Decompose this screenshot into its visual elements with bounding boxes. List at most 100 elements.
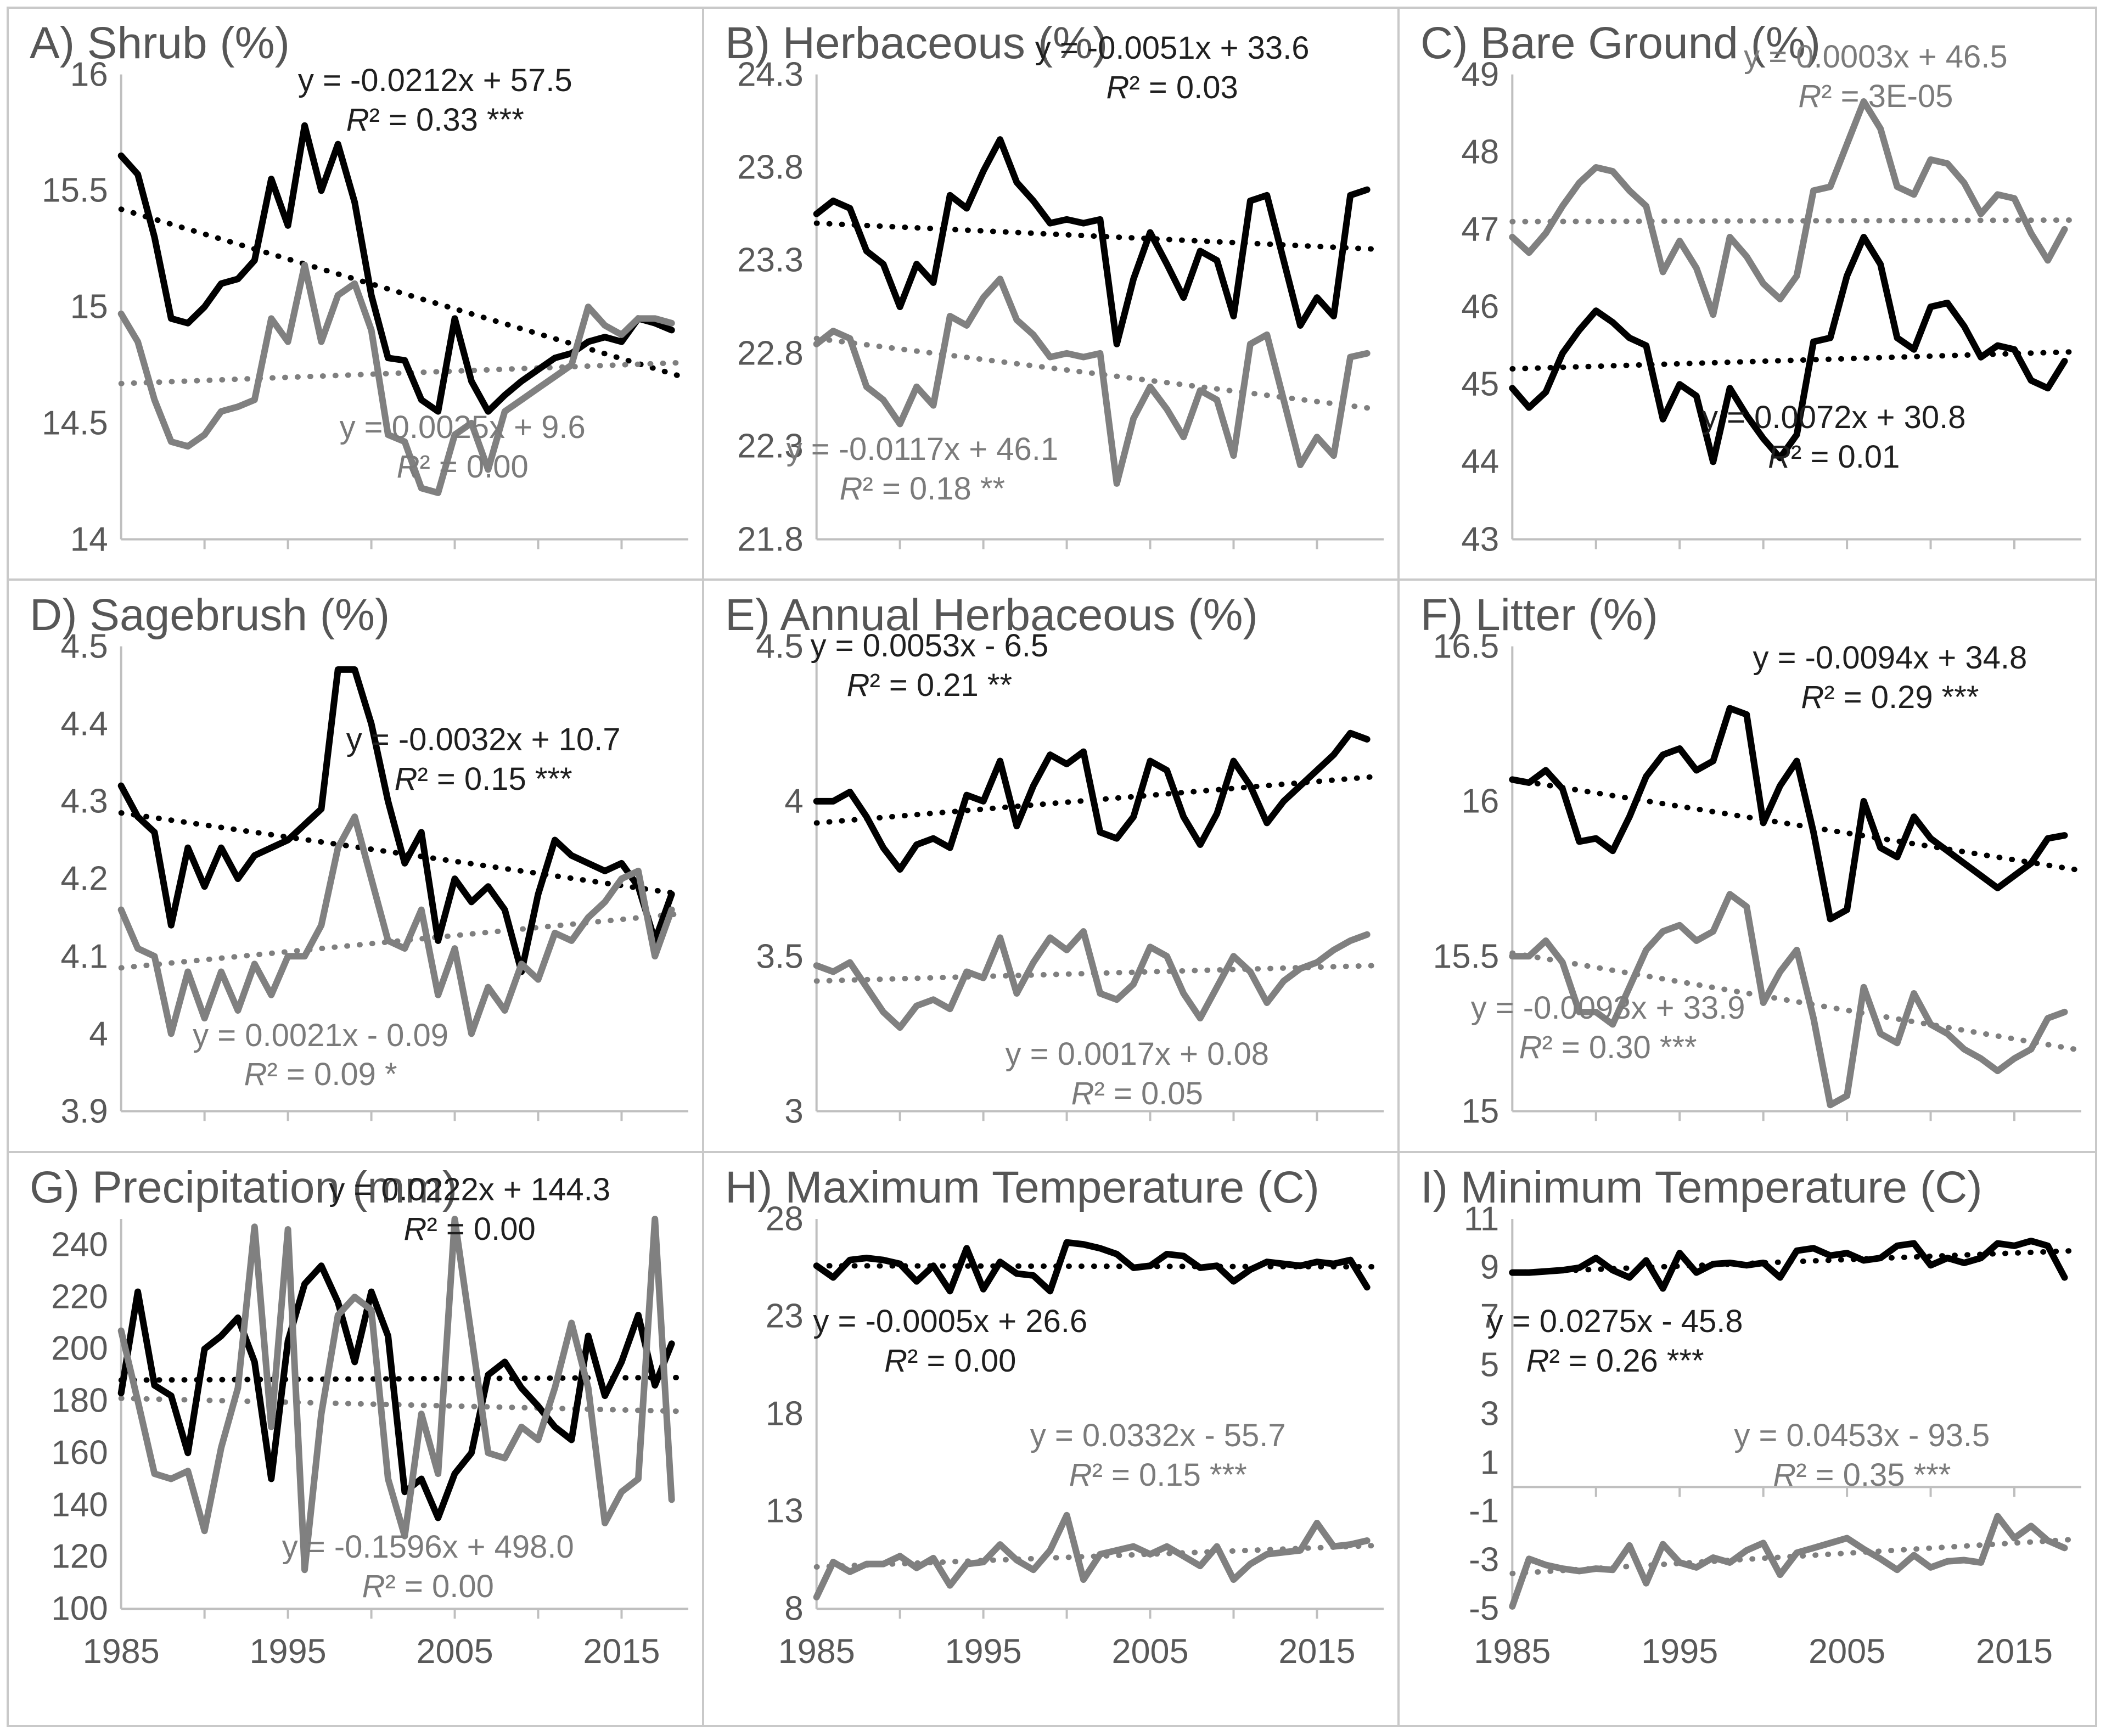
y-tick-label: 1 (1480, 1443, 1500, 1482)
gray_line-equation: y = 0.0025x + 9.6 R² = 0.00 (340, 408, 586, 487)
gray_line-series (117, 813, 675, 1037)
y-tick-label: 220 (51, 1278, 108, 1316)
y-tick-label: 5 (1480, 1346, 1500, 1384)
panel-B: B) Herbaceous (%) 24.3 23.8 23.3 22.8 22.3 21.… (704, 9, 1400, 581)
r-squared-text: R² = 3E-05 (1798, 78, 1953, 114)
black_line-trendline (813, 774, 1380, 826)
r-squared-text: R² = 0.26 *** (1526, 1342, 1704, 1379)
equation-text: y = -0.0093x + 33.9 (1470, 990, 1745, 1026)
black_line-equation: y = 0.0222x + 144.3 R² = 0.00 (329, 1170, 610, 1249)
gray_line-equation: y = 0.0017x + 0.08 R² = 0.05 (1006, 1035, 1269, 1114)
y-tick-label: 4 (89, 1015, 108, 1053)
r-squared-text: R² = 0.33 *** (346, 102, 524, 138)
black_line-equation: y = 0.0072x + 30.8 R² = 0.01 (1702, 398, 1965, 477)
equation-text: y = 0.0453x - 93.5 (1734, 1417, 1990, 1453)
gray_line-series (813, 276, 1371, 487)
gray_line-equation: y = 0.0003x + 46.5 R² = 3E-05 (1744, 37, 2007, 116)
y-tick-label: 3.9 (60, 1092, 108, 1131)
y-tick-label: 16 (70, 55, 108, 94)
panel-A: A) Shrub (%) 16 15.5 15 14.5 14 y = -0.0212x +… (9, 9, 704, 581)
y-tick-label: 23.3 (737, 241, 804, 279)
y-tick-label: 49 (1461, 55, 1500, 94)
equation-text: y = 0.0003x + 46.5 (1744, 38, 2008, 75)
panel-title-A: A) Shrub (%) (30, 18, 290, 68)
equation-text: y = 0.0332x - 55.7 (1030, 1417, 1286, 1453)
r-squared-text: R² = 0.15 *** (394, 761, 572, 797)
panel-H: H) Maximum Temperature (C) 28 23 18 13 8 1985 1… (704, 1153, 1400, 1725)
equation-text: y = 0.0072x + 30.8 (1701, 400, 1966, 436)
equation-text: y = -0.0051x + 33.6 (1035, 30, 1310, 66)
r-squared-text: R² = 0.00 (884, 1342, 1017, 1379)
panel-C: C) Bare Ground (%) 49 48 47 46 45 44 43 y = 0.00… (1400, 9, 2095, 581)
y-tick-label: -3 (1469, 1541, 1500, 1579)
r-squared-text: R² = 0.01 (1768, 439, 1900, 475)
x-tick-label: 2005 (1809, 1632, 1886, 1671)
gray_line-series (1509, 1513, 2068, 1610)
equation-text: y = -0.0212x + 57.5 (297, 62, 572, 98)
y-tick-label: -1 (1469, 1492, 1500, 1530)
y-tick-label: 14.5 (42, 404, 108, 442)
gray_line-equation: y = 0.0453x - 93.5 R² = 0.35 *** (1734, 1416, 1990, 1495)
black_line-equation: y = -0.0051x + 33.6 R² = 0.03 (1035, 29, 1310, 108)
r-squared-text: R² = 0.29 *** (1801, 679, 1979, 715)
black_line-series (1509, 705, 2068, 923)
black_line-equation: y = 0.0053x - 6.5 R² = 0.21 ** (811, 626, 1049, 705)
y-tick-label: 4.2 (60, 859, 108, 898)
x-tick-label: 2015 (583, 1632, 660, 1671)
y-tick-label: 22.8 (737, 334, 804, 373)
x-tick-label: 1995 (945, 1632, 1022, 1671)
y-tick-label: 14 (70, 520, 108, 559)
y-tick-label: 22.3 (737, 427, 804, 465)
y-tick-label: 180 (51, 1381, 108, 1420)
panel-E: E) Annual Herbaceous (%) 4.5 4 3.5 3 y = 0.00… (704, 581, 1400, 1153)
plot-area-C (1509, 74, 2081, 549)
x-tick-label: 1985 (1474, 1632, 1551, 1671)
gray_line-equation: y = -0.0093x + 33.9 R² = 0.30 *** (1471, 988, 1745, 1068)
y-tick-label: 23.8 (737, 148, 804, 187)
y-tick-label: 47 (1461, 210, 1500, 249)
equation-text: y = 0.0222x + 144.3 (329, 1171, 611, 1207)
gray_line-equation: y = 0.0332x - 55.7 R² = 0.15 *** (1030, 1416, 1286, 1495)
gray_line-series (1509, 98, 2068, 318)
y-tick-label: 4.3 (60, 782, 108, 821)
gray_line-series (117, 1215, 675, 1573)
x-tick-label: 2015 (1975, 1632, 2053, 1671)
r-squared-text: R² = 0.35 *** (1773, 1457, 1951, 1493)
gray_line-series (1509, 891, 2068, 1109)
x-tick-label: 1995 (1641, 1632, 1719, 1671)
y-tick-label: 3 (1480, 1395, 1500, 1433)
y-tick-label: 21.8 (737, 520, 804, 559)
black_line-series (813, 1239, 1371, 1295)
x-tick-label: 2005 (416, 1632, 493, 1671)
black_line-series (813, 136, 1371, 347)
y-tick-label: 160 (51, 1434, 108, 1472)
equation-text: y = -0.0032x + 10.7 (346, 722, 621, 758)
y-tick-label: 15.5 (1433, 937, 1500, 976)
gray_line-equation: y = -0.0117x + 46.1 R² = 0.18 ** (787, 430, 1059, 509)
gray_line-trendline (813, 335, 1380, 412)
plot-area-A (117, 74, 689, 549)
panel-title-E: E) Annual Herbaceous (%) (725, 590, 1258, 641)
panel-G: G) Precipitation (mm) 240 220 200 180 160 140 1… (9, 1153, 704, 1725)
plot-area-E (813, 646, 1384, 1121)
y-tick-label: 16 (1461, 782, 1500, 821)
x-tick-label: 2005 (1111, 1632, 1189, 1671)
black_line-series (1509, 234, 2068, 465)
r-squared-text: R² = 0.03 (1106, 69, 1238, 105)
y-tick-label: 43 (1461, 520, 1500, 559)
gray_line-series (117, 261, 675, 496)
gray_line-trendline (118, 1395, 684, 1414)
gray_line-series (813, 928, 1371, 1031)
gray_line-trendline (1509, 217, 2077, 224)
y-tick-label: 4 (784, 782, 804, 821)
plot-area-H (813, 1218, 1384, 1619)
panel-title-H: H) Maximum Temperature (C) (725, 1162, 1319, 1212)
x-tick-label: 1985 (778, 1632, 855, 1671)
y-tick-label: 9 (1480, 1248, 1500, 1286)
panel-I: I) Minimum Temperature (C) 11 9 7 5 3 1 -1 -3 -5 1… (1400, 1153, 2095, 1725)
black_line-series (1509, 1237, 2068, 1292)
r-squared-text: R² = 0.05 (1071, 1076, 1203, 1112)
x-tick-label: 1995 (249, 1632, 327, 1671)
y-tick-label: 44 (1461, 442, 1500, 481)
equation-text: y = 0.0025x + 9.6 (339, 409, 586, 446)
